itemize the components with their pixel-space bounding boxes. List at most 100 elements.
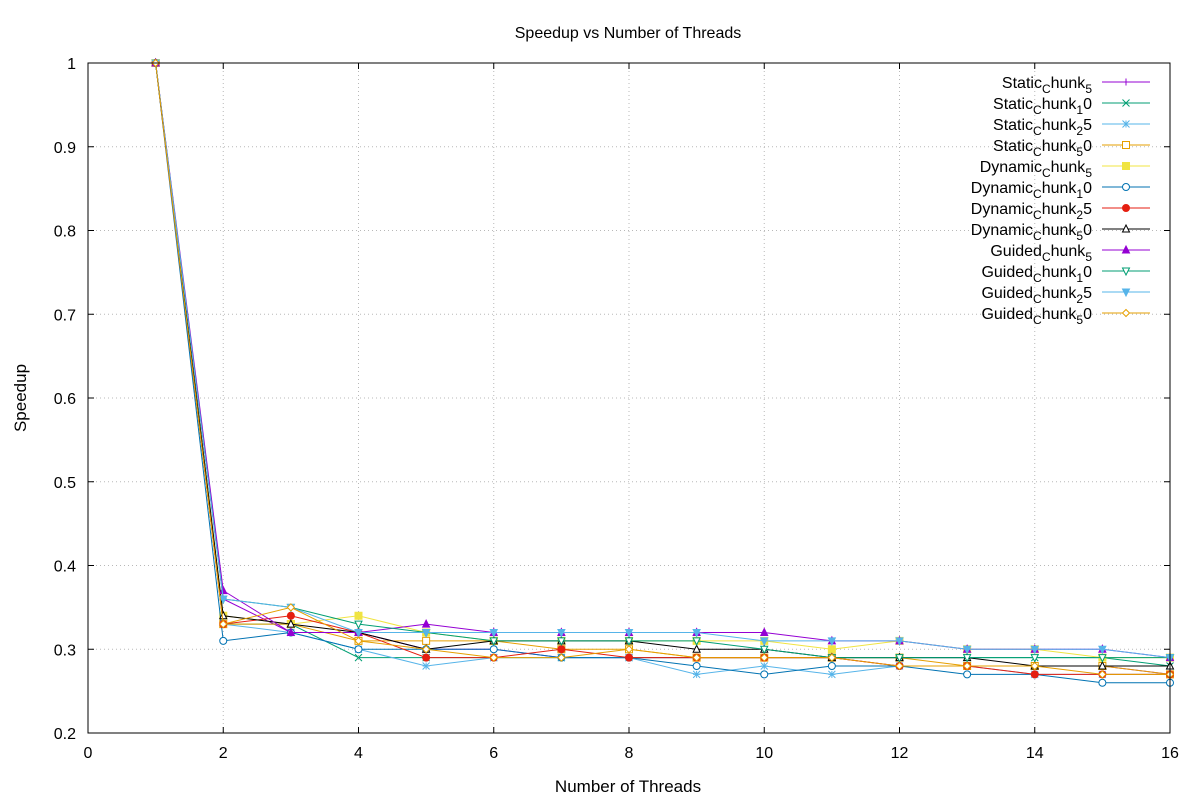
series-line xyxy=(155,62,1171,659)
legend-label-part: C xyxy=(1033,313,1042,327)
legend-label-part: 0 xyxy=(1083,180,1092,197)
legend-label-part: Static xyxy=(993,138,1033,155)
legend-label-part: C xyxy=(1033,124,1042,138)
legend-marker xyxy=(1122,183,1130,191)
y-axis-label: Speedup xyxy=(11,364,30,432)
data-point xyxy=(489,629,499,638)
legend-label-part: 5 xyxy=(1083,285,1092,302)
legend-label-part: Dynamic xyxy=(971,222,1033,239)
legend-entry: DynamicChunk5 xyxy=(980,159,1150,180)
data-point xyxy=(1030,661,1039,671)
data-point xyxy=(354,629,363,638)
legend-label-part: C xyxy=(1033,229,1042,243)
legend-label-part: 5 xyxy=(1085,166,1092,180)
data-point xyxy=(354,611,363,620)
data-point xyxy=(827,653,837,662)
y-tick-label: 1 xyxy=(67,56,76,73)
legend-label: StaticChunk50 xyxy=(993,138,1092,159)
legend-label-part: 5 xyxy=(1076,229,1083,243)
legend-label-part: C xyxy=(1033,187,1042,201)
legend-label-part: C xyxy=(1033,103,1042,117)
legend-label-part: 0 xyxy=(1083,306,1092,323)
data-point xyxy=(422,662,430,670)
legend-marker xyxy=(1122,99,1130,107)
data-point xyxy=(692,670,701,679)
y-tick-label: 0.6 xyxy=(54,391,76,408)
legend-label-part: hunk xyxy=(1051,243,1087,260)
data-point xyxy=(624,637,634,646)
legend-label-part: Dynamic xyxy=(971,201,1033,218)
series-line xyxy=(155,62,1170,667)
legend-label-part: hunk xyxy=(1042,180,1078,197)
data-point xyxy=(1098,660,1107,670)
legend-label: GuidedChunk5 xyxy=(990,243,1092,264)
data-point xyxy=(962,661,972,671)
y-tick-label: 0.8 xyxy=(54,224,76,241)
legend-entry: StaticChunk50 xyxy=(993,138,1150,159)
data-point xyxy=(895,637,904,646)
legend-label-part: C xyxy=(1042,250,1051,264)
data-point xyxy=(895,654,904,663)
legend-label-part: 1 xyxy=(1076,271,1083,285)
y-tick-label: 0.3 xyxy=(54,642,76,659)
x-tick-label: 0 xyxy=(84,745,93,762)
x-tick-label: 6 xyxy=(489,745,498,762)
data-point xyxy=(759,645,769,655)
legend-entry: GuidedChunk50 xyxy=(981,306,1150,327)
legend-label-part: Static xyxy=(993,117,1033,134)
x-tick-label: 16 xyxy=(1161,745,1179,762)
data-point xyxy=(692,637,701,646)
y-tick-label: 0.7 xyxy=(54,307,76,324)
data-point xyxy=(624,645,634,654)
legend-marker xyxy=(1122,120,1130,128)
data-point xyxy=(286,619,296,628)
data-point xyxy=(218,595,228,605)
data-point xyxy=(489,645,498,654)
legend-label-part: 5 xyxy=(1085,250,1092,264)
x-tick-label: 14 xyxy=(1026,745,1044,762)
data-point xyxy=(692,653,701,662)
data-point xyxy=(759,627,769,636)
legend-marker xyxy=(1121,223,1131,233)
legend-label-part: Guided xyxy=(990,243,1042,260)
legend-label-part: 5 xyxy=(1076,313,1083,327)
legend-label: GuidedChunk10 xyxy=(981,264,1092,285)
legend-label: DynamicChunk5 xyxy=(980,159,1093,180)
legend-entry: GuidedChunk5 xyxy=(990,243,1150,264)
series-line xyxy=(155,62,1170,659)
legend-label-part: 0 xyxy=(1083,96,1092,113)
legend-label-part: C xyxy=(1033,292,1042,306)
legend-label-part: Static xyxy=(1002,75,1042,92)
grid-lines xyxy=(88,63,1170,733)
data-point xyxy=(557,637,566,646)
legend-label-part: 5 xyxy=(1083,117,1092,134)
series-12 xyxy=(151,58,1175,679)
data-point xyxy=(760,653,769,662)
legend-label-part: Dynamic xyxy=(971,180,1033,197)
legend-label-part: 0 xyxy=(1083,138,1092,155)
legend-label-part: hunk xyxy=(1042,117,1078,134)
data-point xyxy=(1030,670,1039,679)
data-point xyxy=(1030,654,1040,663)
data-point xyxy=(286,603,296,612)
axis-tick-labels: 0 2 4 6 8 10 12 14 160.20.30.40.50.60.70.80.91 xyxy=(54,56,1179,762)
legend-label-part: C xyxy=(1033,208,1042,222)
data-point xyxy=(827,637,837,646)
legend-label: GuidedChunk50 xyxy=(981,306,1092,327)
series-line xyxy=(155,62,1170,684)
series-layer xyxy=(151,57,1175,687)
legend-label-part: hunk xyxy=(1042,306,1078,323)
data-point xyxy=(218,610,228,620)
data-point xyxy=(692,629,701,638)
data-point xyxy=(422,636,431,645)
data-point xyxy=(421,629,431,638)
x-tick-label: 10 xyxy=(755,745,773,762)
data-point xyxy=(354,653,363,662)
legend-label-part: 1 xyxy=(1076,187,1083,201)
data-point xyxy=(218,585,228,595)
data-point xyxy=(827,645,836,654)
legend-entry: GuidedChunk10 xyxy=(981,264,1150,285)
data-point xyxy=(963,670,972,679)
